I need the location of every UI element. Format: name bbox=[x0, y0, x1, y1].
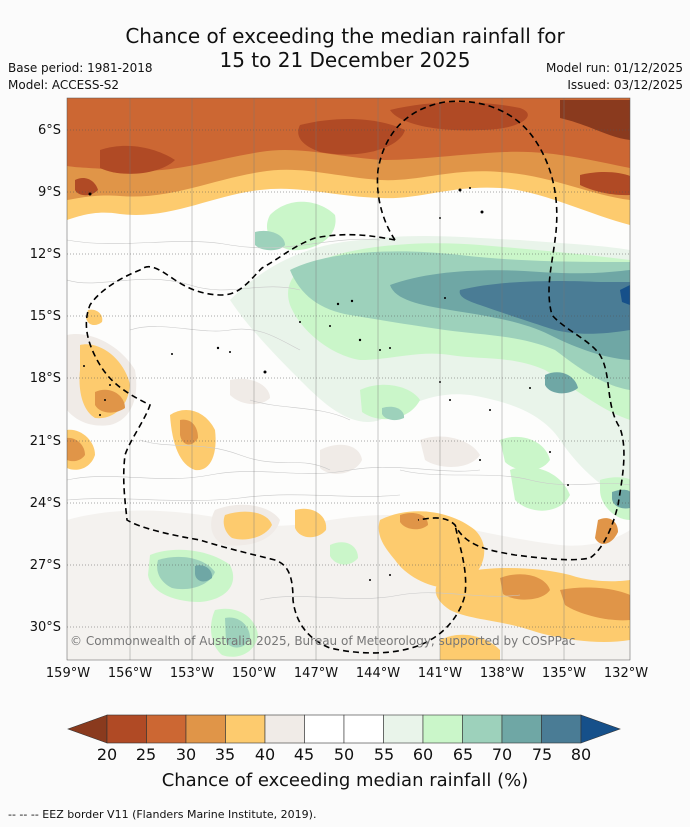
colorbar-tick-70: 70 bbox=[491, 745, 513, 764]
colorbar-segment bbox=[462, 714, 503, 744]
colorbar-segment bbox=[422, 714, 463, 744]
dry-band-north bbox=[67, 98, 630, 225]
eez-borders bbox=[85, 100, 625, 654]
lat-label-6s: 6°S bbox=[37, 123, 61, 138]
lon-label-135w: 135°W bbox=[541, 666, 587, 681]
colorbar-segment bbox=[501, 714, 542, 744]
colorbar-title: Chance of exceeding median rainfall (%) bbox=[161, 770, 529, 791]
colorbar-tick-25: 25 bbox=[135, 745, 157, 764]
colorbar-tick-30: 30 bbox=[175, 745, 197, 764]
lat-label-30s: 30°S bbox=[29, 620, 61, 635]
lon-label-141w: 141°W bbox=[417, 666, 463, 681]
lon-label-147w: 147°W bbox=[293, 666, 339, 681]
colorbar-segment bbox=[106, 714, 147, 744]
colorbar-tick-45: 45 bbox=[293, 745, 315, 764]
colorbar-segment bbox=[304, 714, 345, 744]
colorbar-tick-55: 55 bbox=[373, 745, 395, 764]
colorbar-segment bbox=[383, 714, 424, 744]
contour-lines bbox=[67, 238, 630, 601]
eez-footnote: -- -- -- EEZ border V11 (Flanders Marine… bbox=[8, 808, 317, 821]
colorbar-arrow-low bbox=[67, 714, 108, 744]
colorbar-tick-65: 65 bbox=[452, 745, 474, 764]
south-patches bbox=[67, 504, 630, 660]
colorbar-segment bbox=[225, 714, 266, 744]
lat-label-24s: 24°S bbox=[29, 496, 61, 511]
colorbar-tick-35: 35 bbox=[214, 745, 236, 764]
lat-label-9s: 9°S bbox=[37, 185, 61, 200]
colorbar-segment bbox=[185, 714, 226, 744]
colorbar-tick-60: 60 bbox=[412, 745, 434, 764]
colorbar-tick-80: 80 bbox=[570, 745, 592, 764]
issued-date: Issued: 03/12/2025 bbox=[567, 78, 683, 92]
lat-label-15s: 15°S bbox=[29, 309, 61, 324]
lon-label-150w: 150°W bbox=[231, 666, 277, 681]
model-name: Model: ACCESS-S2 bbox=[8, 78, 120, 92]
copyright-notice: © Commonwealth of Australia 2025, Bureau… bbox=[70, 634, 576, 648]
colorbar-tick-75: 75 bbox=[531, 745, 553, 764]
colorbar-segment bbox=[541, 714, 582, 744]
lon-label-144w: 144°W bbox=[355, 666, 401, 681]
lat-label-18s: 18°S bbox=[29, 371, 61, 386]
map-frame bbox=[66, 97, 631, 661]
mid-patches bbox=[230, 378, 630, 520]
meta-right: Model run: 01/12/2025 Issued: 03/12/2025 bbox=[546, 60, 683, 94]
lat-label-12s: 12°S bbox=[29, 247, 61, 262]
lat-label-21s: 21°S bbox=[29, 434, 61, 449]
lat-label-27s: 27°S bbox=[29, 558, 61, 573]
island-markers bbox=[83, 187, 569, 581]
colorbar-arrow-high bbox=[580, 714, 621, 744]
colorbar-tick-40: 40 bbox=[254, 745, 276, 764]
model-run: Model run: 01/12/2025 bbox=[545, 61, 683, 75]
colorbar-segment bbox=[146, 714, 187, 744]
base-period: Base period: 1981-2018 bbox=[8, 61, 153, 75]
dry-patches-west bbox=[67, 309, 216, 471]
lon-label-138w: 138°W bbox=[479, 666, 525, 681]
colorbar bbox=[67, 714, 621, 744]
colorbar-segment bbox=[264, 714, 305, 744]
map-title-line-1: Chance of exceeding the median rainfall … bbox=[125, 24, 565, 48]
lon-label-132w: 132°W bbox=[603, 666, 649, 681]
colorbar-tick-20: 20 bbox=[96, 745, 118, 764]
lon-label-153w: 153°W bbox=[169, 666, 215, 681]
colorbar-segment bbox=[343, 714, 384, 744]
lon-label-159w: 159°W bbox=[45, 666, 91, 681]
gridlines bbox=[67, 129, 630, 628]
meta-left: Base period: 1981-2018 Model: ACCESS-S2 bbox=[8, 60, 153, 94]
map-area bbox=[67, 98, 630, 660]
colorbar-tick-50: 50 bbox=[333, 745, 355, 764]
lon-label-156w: 156°W bbox=[107, 666, 153, 681]
map-title-line-2: 15 to 21 December 2025 bbox=[219, 48, 471, 72]
wet-band bbox=[230, 201, 630, 501]
